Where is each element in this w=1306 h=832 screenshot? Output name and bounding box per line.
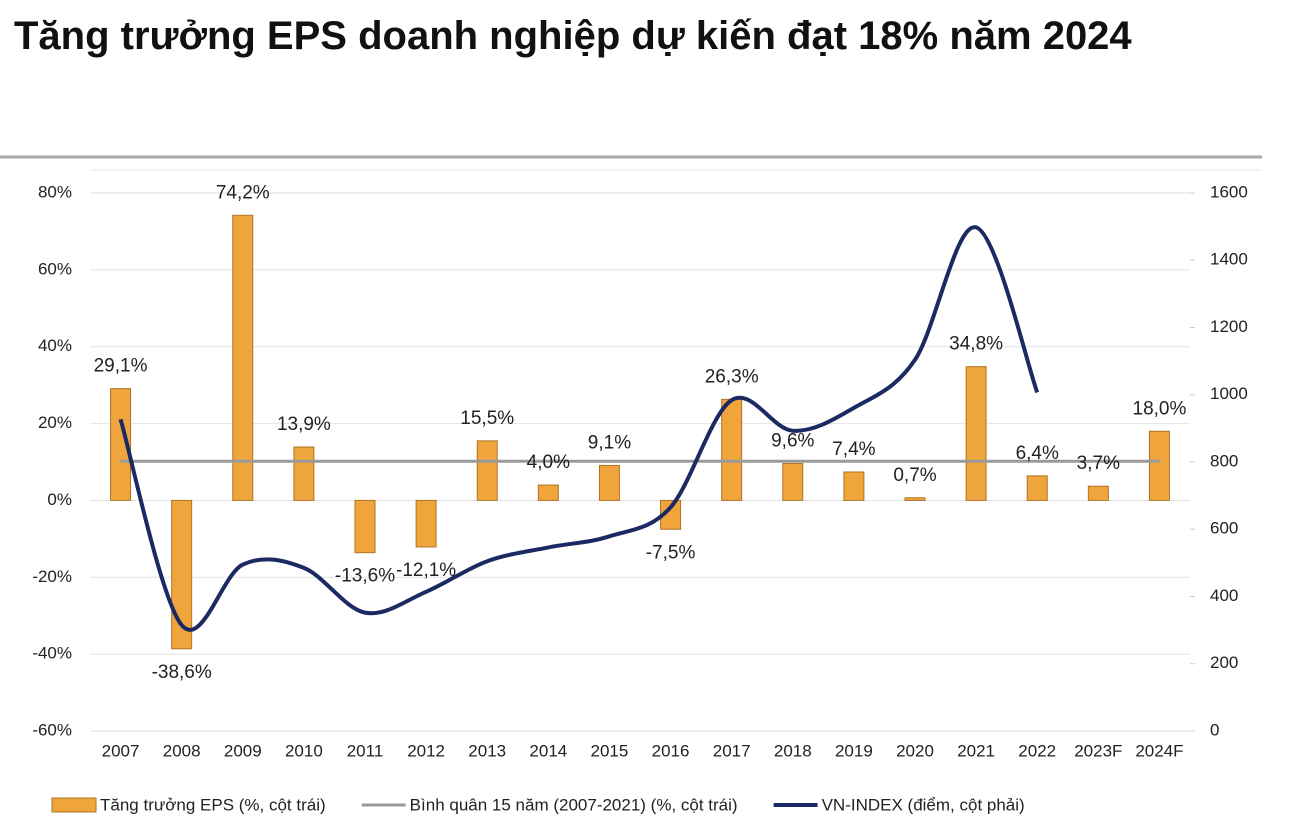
bar (965, 366, 987, 501)
y-tick-label: -60% (32, 720, 72, 739)
value-label: 13,9% (277, 414, 331, 435)
legend-label: Tăng trưởng EPS (%, cột trái) (100, 795, 326, 814)
x-tick-label: 2010 (285, 741, 323, 760)
bar (904, 497, 926, 501)
bar (1148, 430, 1170, 501)
bar (721, 398, 743, 501)
x-tick-label: 2013 (468, 741, 506, 760)
legend-label: VN-INDEX (điểm, cột phải) (822, 795, 1025, 814)
y2-tick-label: 1200 (1210, 317, 1248, 336)
x-tick-label: 2018 (774, 741, 812, 760)
legend-label: Bình quân 15 năm (2007-2021) (%, cột trá… (410, 795, 738, 814)
value-label: 4,0% (527, 452, 570, 473)
value-label: 29,1% (94, 356, 148, 377)
x-tick-label: 2021 (957, 741, 995, 760)
x-tick-label: 2024F (1135, 741, 1183, 760)
legend-swatch (51, 797, 97, 813)
value-label: -12,1% (396, 560, 456, 581)
value-label: 3,7% (1077, 453, 1120, 474)
y2-tick-label: 1000 (1210, 384, 1248, 403)
value-label: 26,3% (705, 366, 759, 387)
bar (110, 388, 132, 501)
bar (782, 463, 804, 501)
y2-tick-label: 1600 (1210, 182, 1248, 201)
bar (232, 214, 254, 501)
y2-tick-label: 800 (1210, 451, 1238, 470)
y-tick-label: 0% (47, 490, 72, 509)
x-tick-label: 2020 (896, 741, 934, 760)
bar (354, 499, 376, 554)
value-label: 74,2% (216, 182, 270, 203)
y-tick-label: 40% (38, 336, 72, 355)
y-tick-label: -20% (32, 567, 72, 586)
bar (476, 440, 498, 501)
value-label: -13,6% (335, 566, 395, 587)
line (118, 225, 1040, 632)
x-tick-label: 2022 (1018, 741, 1056, 760)
bar (1026, 475, 1048, 501)
value-label: 0,7% (893, 465, 936, 486)
x-tick-label: 2017 (713, 741, 751, 760)
value-label: 7,4% (832, 439, 875, 460)
bar (1087, 485, 1109, 501)
value-label: -7,5% (646, 542, 696, 563)
y2-tick-label: 200 (1210, 653, 1238, 672)
value-label: 6,4% (1016, 443, 1059, 464)
value-label: 18,0% (1133, 398, 1187, 419)
y-tick-label: 80% (38, 182, 72, 201)
bar (598, 464, 620, 501)
bar (415, 499, 437, 548)
value-label: -38,6% (152, 662, 212, 683)
value-label: 9,1% (588, 432, 631, 453)
x-tick-label: 2014 (529, 741, 567, 760)
bar (171, 499, 193, 650)
y2-tick-label: 0 (1210, 720, 1219, 739)
x-tick-label: 2008 (163, 741, 201, 760)
y2-tick-label: 400 (1210, 586, 1238, 605)
y-tick-label: 60% (38, 259, 72, 278)
value-label: 15,5% (460, 408, 514, 429)
bar (537, 484, 559, 501)
x-tick-label: 2007 (102, 741, 140, 760)
x-tick-label: 2011 (347, 741, 384, 760)
chart-title: Tăng trưởng EPS doanh nghiệp dự kiến đạt… (14, 14, 1132, 58)
y2-tick-label: 600 (1210, 519, 1238, 538)
value-label: 9,6% (771, 431, 814, 452)
bar (843, 471, 865, 501)
value-label: 34,8% (949, 334, 1003, 355)
x-tick-label: 2009 (224, 741, 262, 760)
y-tick-label: 20% (38, 413, 72, 432)
x-tick-label: 2015 (591, 741, 629, 760)
x-tick-label: 2023F (1074, 741, 1122, 760)
y2-tick-label: 1400 (1210, 250, 1248, 269)
x-tick-label: 2019 (835, 741, 873, 760)
x-tick-label: 2016 (652, 741, 690, 760)
bar (293, 446, 315, 501)
y-tick-label: -40% (32, 644, 72, 663)
x-tick-label: 2012 (407, 741, 445, 760)
